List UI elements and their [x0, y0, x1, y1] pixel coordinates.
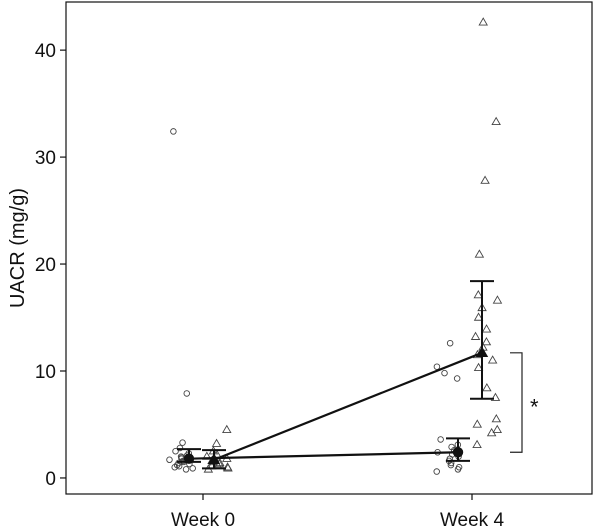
- x-tick-label: Week 0: [171, 510, 235, 530]
- significance-annotation: *: [510, 352, 539, 453]
- data-point-circle: [183, 390, 191, 397]
- data-point-triangle: [474, 249, 485, 258]
- data-point-circle: [447, 461, 455, 469]
- mean-trend-line: [188, 451, 459, 460]
- data-point-triangle: [211, 438, 222, 447]
- data-point-triangle: [473, 289, 484, 299]
- data-point-circle: [182, 466, 190, 473]
- x-tick-label: Week 4: [440, 510, 505, 530]
- data-point-triangle: [480, 175, 490, 184]
- mean-marker-circle: [452, 447, 464, 458]
- x-axis: Week 0 Week 4: [171, 494, 505, 530]
- data-point-circle: [171, 464, 178, 471]
- data-point-triangle: [473, 362, 484, 371]
- data-point-triangle: [481, 324, 492, 333]
- data-point-triangle: [473, 312, 484, 321]
- y-axis-title: UACR (mg/g): [7, 188, 29, 308]
- data-point-triangle: [491, 116, 501, 125]
- y-tick-label: 30: [35, 148, 56, 169]
- data-point-triangle: [478, 17, 488, 26]
- individual-points: [166, 17, 503, 475]
- mean-marker-circle: [183, 453, 195, 464]
- y-tick-label: 20: [35, 255, 56, 276]
- data-point-circle: [453, 375, 461, 382]
- data-point-circle: [446, 339, 454, 347]
- data-point-circle: [433, 468, 440, 475]
- data-point-circle: [454, 466, 462, 473]
- data-point-circle: [166, 456, 173, 464]
- data-point-circle: [189, 465, 196, 472]
- data-point-triangle: [472, 419, 483, 428]
- data-point-triangle: [486, 427, 497, 437]
- data-point-triangle: [490, 392, 501, 401]
- data-point-circle: [175, 462, 183, 470]
- data-point-circle: [179, 439, 186, 446]
- mean-marker-triangle: [207, 453, 221, 464]
- y-tick-label: 10: [35, 362, 56, 383]
- mean-marker-triangle: [475, 346, 489, 358]
- y-tick-label: 40: [35, 41, 56, 62]
- data-point-circle: [170, 128, 177, 135]
- data-point-circle: [437, 436, 444, 443]
- y-tick-label: 0: [45, 469, 56, 490]
- data-point-circle: [441, 369, 448, 377]
- data-point-triangle: [491, 414, 502, 423]
- plot-frame: [65, 1, 593, 495]
- data-point-circle: [176, 444, 184, 452]
- data-point-circle: [433, 363, 441, 370]
- data-point-triangle: [482, 383, 492, 392]
- significance-bracket: [510, 352, 523, 453]
- y-axis: 0 10 20 30 40: [35, 41, 66, 490]
- significance-marker: *: [530, 395, 539, 420]
- data-point-triangle: [481, 337, 492, 346]
- summary-stats: [177, 280, 494, 470]
- data-point-triangle: [222, 424, 232, 434]
- data-point-triangle: [487, 355, 498, 364]
- data-point-triangle: [470, 331, 481, 340]
- mean-trend-line: [213, 351, 483, 461]
- data-point-triangle: [472, 439, 482, 448]
- data-point-triangle: [492, 424, 503, 434]
- data-point-circle: [172, 447, 179, 455]
- data-point-triangle: [492, 295, 503, 304]
